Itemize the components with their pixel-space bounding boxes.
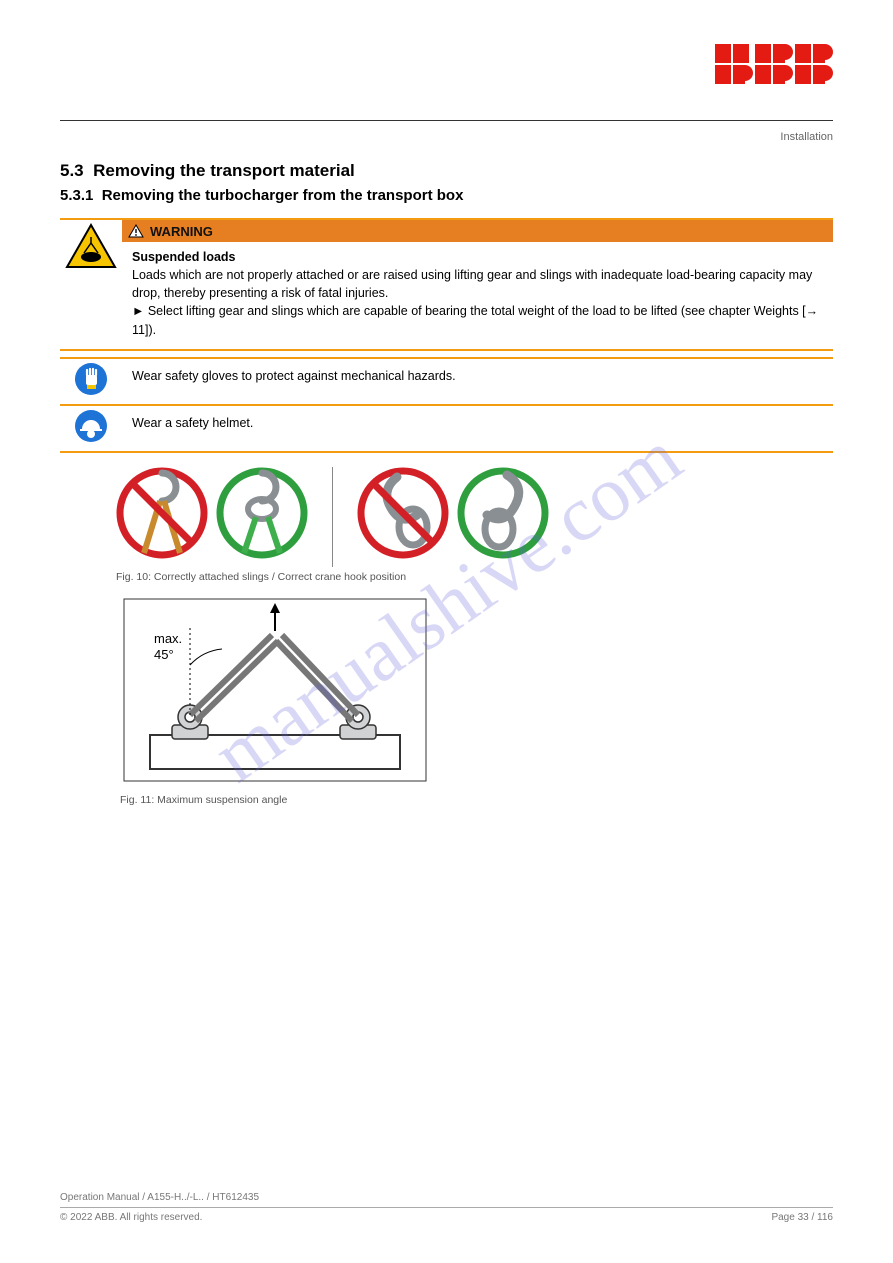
section-title: 5.3 Removing the transport material — [60, 161, 833, 181]
sling-wrong-icon — [116, 467, 208, 559]
requirement-1-text: Wear safety gloves to protect against me… — [122, 358, 833, 405]
abb-logo — [713, 42, 833, 91]
figure-separator — [332, 467, 333, 567]
figure-caption-10: Fig. 10: Correctly attached slings / Cor… — [116, 571, 833, 583]
section-text: Removing the transport material — [93, 161, 355, 180]
alert-icon — [128, 224, 144, 238]
angle-label-1: max. — [154, 631, 182, 646]
angle-label-2: 45° — [154, 647, 174, 662]
subsection-number: 5.3.1 — [60, 187, 93, 204]
footer-page: Page 33 / 116 — [771, 1212, 833, 1223]
figure-row-slings — [116, 467, 833, 567]
hook-wrong-icon — [357, 467, 449, 559]
requirements-table: Wear safety gloves to protect against me… — [60, 357, 833, 453]
subsection-title: 5.3.1 Removing the turbocharger from the… — [60, 187, 833, 204]
warning-heading: WARNING — [122, 220, 833, 242]
requirement-2-text: Wear a safety helmet. — [122, 405, 833, 452]
helmet-icon — [74, 409, 108, 443]
section-number: 5.3 — [60, 161, 84, 180]
figure-caption-11: Fig. 11: Maximum suspension angle — [120, 794, 833, 806]
footer-doc-id: Operation Manual / A155-H../-L.. / HT612… — [60, 1192, 833, 1203]
top-rule — [60, 120, 833, 121]
warning-line-2: Loads which are not properly attached or… — [132, 266, 825, 302]
footer-copyright: © 2022 ABB. All rights reserved. — [60, 1212, 202, 1223]
subsection-text: Removing the turbocharger from the trans… — [102, 187, 464, 204]
gloves-icon — [74, 362, 108, 396]
sling-correct-icon — [216, 467, 308, 559]
warning-line-1: Suspended loads — [132, 248, 825, 266]
footer: Operation Manual / A155-H../-L.. / HT612… — [60, 1192, 833, 1223]
warning-box: WARNING Suspended loads Loads which are … — [60, 218, 833, 351]
warning-heading-text: WARNING — [150, 224, 213, 239]
chapter-label: Installation — [60, 131, 833, 143]
hook-correct-icon — [457, 467, 549, 559]
suspended-load-icon — [65, 223, 117, 269]
warning-line-3: ► Select lifting gear and slings which a… — [132, 302, 825, 338]
figure-angle: max. 45° — [120, 595, 833, 790]
